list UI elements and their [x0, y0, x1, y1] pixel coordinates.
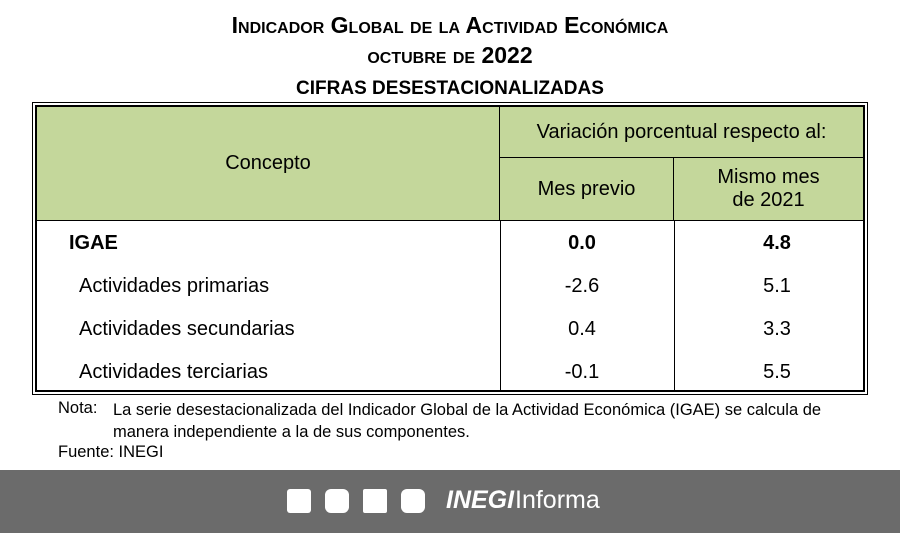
cell-value: 5.5 [763, 361, 791, 383]
cell-value: 4.8 [763, 232, 791, 254]
youtube-icon[interactable] [401, 489, 425, 513]
note: La serie desestacionalizada del Indicado… [113, 401, 822, 441]
subtitle: CIFRAS DESESTACIONALIZADAS [296, 78, 604, 99]
cell-value: -0.1 [564, 361, 600, 383]
brand: INEGI [446, 486, 515, 514]
period: octubre de 2022 [367, 42, 533, 68]
cell-value: 0.4 [568, 318, 596, 340]
facebook-icon[interactable] [287, 489, 311, 513]
table: Concepto Variación porcentual respecto a… [32, 102, 868, 395]
column-header: Mismo mes de 2021 [674, 158, 863, 221]
cell-value: 3.3 [763, 318, 791, 340]
title: Indicador Global de la Actividad Económi… [231, 12, 669, 38]
twitter-icon[interactable] [363, 489, 387, 513]
group-header: Variación porcentual respecto al: [500, 107, 863, 158]
row-label: Actividades terciarias [79, 361, 268, 383]
column-header: Mes previo [500, 158, 674, 221]
divider [674, 221, 675, 390]
instagram-icon[interactable] [325, 489, 349, 513]
source: Fuente: INEGI [58, 443, 164, 461]
divider [500, 221, 501, 390]
cell-value: -2.6 [564, 275, 600, 297]
row-label: IGAE [69, 232, 118, 254]
row-label: Actividades primarias [79, 275, 270, 297]
footer-bar: INEGI Informa [0, 470, 900, 533]
row-label: Actividades secundarias [79, 318, 295, 340]
brand-suffix: Informa [515, 486, 600, 514]
cell-value: 5.1 [763, 275, 791, 297]
note-label: Nota: [58, 399, 98, 417]
concept-header: Concepto [37, 107, 500, 221]
cell-value: 0.0 [568, 232, 596, 254]
